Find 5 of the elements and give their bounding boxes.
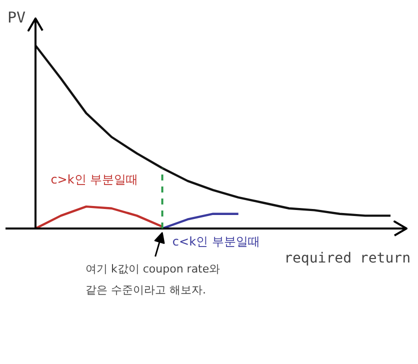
y-axis-title: PV	[8, 8, 26, 26]
x-axis-title: required return	[284, 250, 411, 266]
text: 여기 k값이 coupon rate와 같은 수준이라고 해보자.	[86, 262, 220, 296]
series-label: c<k인 부분일때	[172, 234, 260, 248]
text: c>k인 부분일때	[50, 172, 138, 187]
